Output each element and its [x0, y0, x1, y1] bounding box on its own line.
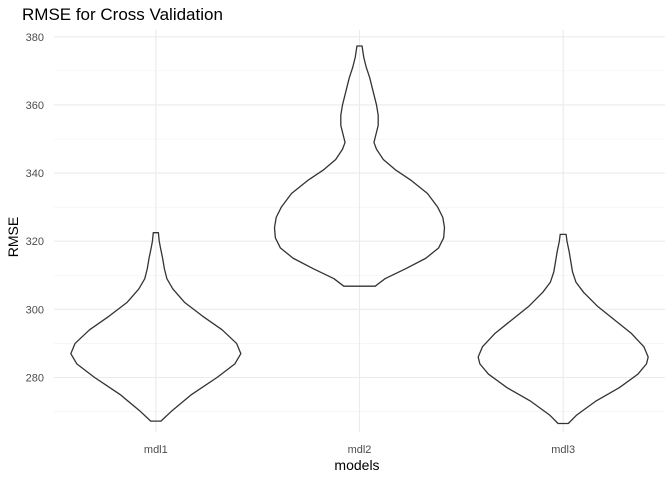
x-tick-label: mdl3: [551, 444, 575, 456]
x-axis-ticks: mdl1 mdl2 mdl3: [144, 444, 575, 456]
violin-mdl1: [70, 232, 242, 422]
y-tick-label: 280: [26, 372, 44, 384]
x-tick-label: mdl2: [348, 444, 372, 456]
y-tick-label: 320: [26, 236, 44, 248]
x-axis-title: models: [334, 457, 379, 473]
violins: [70, 45, 649, 425]
violin-mdl3: [477, 233, 649, 425]
y-axis-ticks: 280 300 320 340 360 380: [26, 32, 44, 385]
chart-title: RMSE for Cross Validation: [22, 5, 223, 24]
y-tick-label: 300: [26, 304, 44, 316]
x-tick-label: mdl1: [144, 444, 168, 456]
grid: [54, 30, 665, 432]
y-tick-label: 360: [26, 100, 44, 112]
y-tick-label: 380: [26, 32, 44, 44]
y-axis-title: RMSE: [5, 217, 21, 257]
y-tick-label: 340: [26, 168, 44, 180]
violin-mdl2: [273, 45, 446, 287]
